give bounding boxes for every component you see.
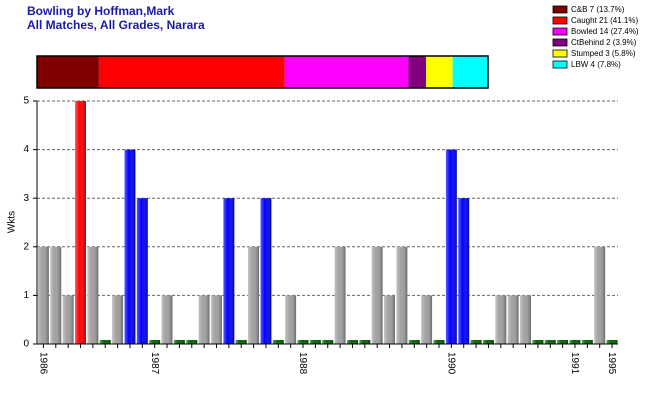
y-axis-label: Wkts <box>7 211 18 233</box>
stack-segment <box>284 56 409 88</box>
bar-shade <box>507 295 519 344</box>
legend-swatch <box>552 5 568 14</box>
bar-shade <box>557 340 569 344</box>
stack-segment <box>426 56 453 88</box>
bar-shade <box>173 340 185 344</box>
bar-shade <box>62 295 74 344</box>
bar-shade <box>124 149 136 344</box>
legend-swatch <box>552 16 568 25</box>
stack-segment <box>98 56 285 88</box>
stack-frame <box>36 55 489 89</box>
stack-segment <box>452 56 488 88</box>
bar-shade <box>606 340 618 344</box>
bar-shade <box>495 295 507 344</box>
legend-label: Caught 21 (41.1%) <box>571 16 638 25</box>
y-tick-label: 3 <box>23 193 29 204</box>
bar-shade <box>458 198 470 344</box>
chart-subtitle: All Matches, All Grades, Narara <box>27 18 205 32</box>
bar-shade <box>347 340 358 344</box>
bar-shade <box>359 340 371 344</box>
y-tick-label: 2 <box>23 241 29 252</box>
bar-shade <box>50 246 62 344</box>
stack-segment <box>408 56 427 88</box>
bar-shade <box>309 340 321 344</box>
bar-shade <box>532 340 544 344</box>
bar-shade <box>272 340 284 344</box>
bar-shade <box>581 340 593 344</box>
legend-swatch <box>552 49 568 58</box>
legend-label: C&B 7 (13.7%) <box>571 5 625 14</box>
x-tick-label: 1991 <box>569 352 580 375</box>
bar-shade <box>594 246 606 344</box>
stack-segment <box>37 56 99 88</box>
bar-shade <box>285 295 297 344</box>
legend-label: CtBehind 2 (3.9%) <box>571 38 637 47</box>
x-tick-label: 1988 <box>297 352 308 375</box>
x-tick-label: 1995 <box>606 352 617 375</box>
bar-shade <box>569 340 581 344</box>
y-tick-label: 4 <box>23 144 29 155</box>
x-tick-label: 1987 <box>149 352 160 375</box>
bar-shade <box>161 295 173 344</box>
bar-shade <box>38 246 49 344</box>
bar-shade <box>371 246 383 344</box>
bar-shade <box>75 101 86 344</box>
bar-shade <box>445 149 457 344</box>
bar-shade <box>186 340 198 344</box>
bar-shade <box>136 198 148 344</box>
bar-shade <box>433 340 445 344</box>
chart-title: Bowling by Hoffman,Mark <box>27 4 175 18</box>
bar-shade <box>87 246 99 344</box>
bar-shade <box>396 246 408 344</box>
bar-shade <box>211 295 222 344</box>
bar-shade <box>483 340 494 344</box>
bar-shade <box>112 295 124 344</box>
x-tick-label: 1986 <box>38 352 49 375</box>
bar-shade <box>322 340 334 344</box>
bar-shade <box>149 340 161 344</box>
y-tick-label: 5 <box>23 96 29 107</box>
bar-shade <box>470 340 482 344</box>
bar-shade <box>260 198 272 344</box>
bar-shade <box>520 295 531 344</box>
bar-shade <box>297 340 309 344</box>
legend-swatch <box>552 60 568 69</box>
legend-swatch <box>552 38 568 47</box>
bar-shade <box>544 340 556 344</box>
bar-shade <box>421 295 433 344</box>
legend-swatch <box>552 27 568 36</box>
legend-label: LBW 4 (7.8%) <box>571 60 621 69</box>
bar-shade <box>99 340 111 344</box>
y-tick-label: 1 <box>23 290 29 301</box>
bar-shade <box>235 340 247 344</box>
bar-shade <box>248 246 260 344</box>
bar-shade <box>408 340 420 344</box>
y-tick-label: 0 <box>23 339 29 350</box>
legend-label: Stumped 3 (5.8%) <box>571 49 636 58</box>
x-tick-label: 1990 <box>445 352 456 375</box>
bar-shade <box>223 198 235 344</box>
bar-shade <box>198 295 210 344</box>
bar-shade <box>384 295 395 344</box>
bar-shade <box>334 246 346 344</box>
legend-label: Bowled 14 (27.4%) <box>571 27 639 36</box>
